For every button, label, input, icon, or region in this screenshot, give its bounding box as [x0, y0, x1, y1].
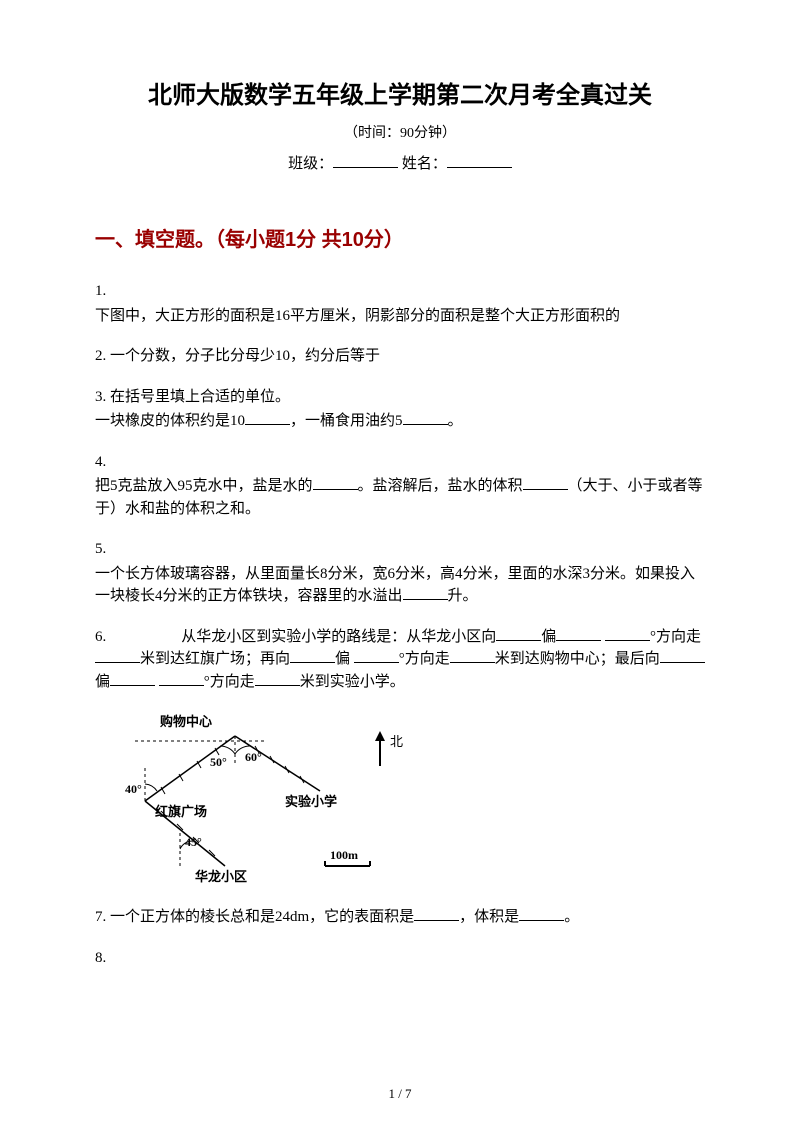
- svg-text:40°: 40°: [125, 782, 142, 796]
- q5-blank1[interactable]: [403, 586, 448, 600]
- q6-h: 偏: [95, 674, 110, 690]
- q6-f: °方向走: [399, 651, 450, 667]
- q6-blank8[interactable]: [660, 649, 705, 663]
- q5-num: 5.: [95, 538, 705, 561]
- q8-text: 8.: [95, 950, 106, 966]
- svg-text:华龙小区: 华龙小区: [195, 869, 247, 884]
- svg-text:红旗广场: 红旗广场: [155, 804, 207, 819]
- q7-c: 。: [564, 909, 579, 925]
- q7-blank1[interactable]: [414, 907, 459, 921]
- question-7: 7. 一个正方体的棱长总和是24dm，它的表面积是 ，体积是 。: [95, 906, 705, 929]
- q3-blank1[interactable]: [245, 411, 290, 425]
- q7-b: ，体积是: [459, 909, 519, 925]
- section-1-header: 一、填空题。（每小题1分 共10分）: [95, 223, 705, 252]
- form-line: 班级： 姓名：: [95, 152, 705, 173]
- q3-blank2[interactable]: [403, 411, 448, 425]
- q2-text: 2. 一个分数，分子比分母少10，约分后等于: [95, 348, 380, 364]
- question-2: 2. 一个分数，分子比分母少10，约分后等于: [95, 345, 705, 368]
- svg-text:北: 北: [390, 734, 403, 749]
- q5-a: 一个长方体玻璃容器，从里面量长8分米，宽6分米，高4分米，里面的水深3分米。如果…: [95, 566, 695, 605]
- question-1: 1. 下图中，大正方形的面积是16平方厘米，阴影部分的面积是整个大正方形面积的: [95, 280, 705, 327]
- q6-blank3[interactable]: [605, 627, 650, 641]
- q4-a: 把5克盐放入95克水中，盐是水的: [95, 478, 313, 494]
- q6-e: 偏: [335, 651, 350, 667]
- q6-blank7[interactable]: [450, 649, 495, 663]
- q4-num: 4.: [95, 451, 705, 474]
- question-4: 4. 把5克盐放入95克水中，盐是水的。盐溶解后，盐水的体积（大于、小于或者等于…: [95, 451, 705, 521]
- class-label: 班级：: [288, 156, 333, 172]
- q6-blank11[interactable]: [255, 672, 300, 686]
- q6-a: 6. 从华龙小区到实验小学的路线是：从华龙小区向: [95, 629, 496, 645]
- q6-blank2[interactable]: [556, 627, 601, 641]
- q6-blank10[interactable]: [159, 672, 204, 686]
- svg-text:45°: 45°: [185, 835, 202, 849]
- diagram-svg: 购物中心 北 50° 60° 40° 红旗广场 45° 华龙小区 实验小学 10…: [125, 711, 445, 886]
- name-label: 姓名：: [402, 156, 447, 172]
- q1-num: 1.: [95, 280, 705, 303]
- q6-blank1[interactable]: [496, 627, 541, 641]
- q5-b: 升。: [448, 588, 478, 604]
- svg-text:60°: 60°: [245, 750, 262, 764]
- q6-blank4[interactable]: [95, 649, 140, 663]
- page-title: 北师大版数学五年级上学期第二次月考全真过关: [95, 75, 705, 110]
- q7-a: 7. 一个正方体的棱长总和是24dm，它的表面积是: [95, 909, 414, 925]
- question-3: 3. 在括号里填上合适的单位。 一块橡皮的体积约是10 ，一桶食用油约5 。: [95, 386, 705, 433]
- q4-blank1[interactable]: [313, 476, 358, 490]
- name-blank[interactable]: [447, 154, 512, 168]
- q4-b: 。盐溶解后，盐水的体积: [358, 478, 523, 494]
- class-blank[interactable]: [333, 154, 398, 168]
- q6-j: 米到实验小学。: [300, 674, 405, 690]
- q1-text: 下图中，大正方形的面积是16平方厘米，阴影部分的面积是整个大正方形面积的: [95, 305, 705, 328]
- q6-g: 米到达购物中心；最后向: [495, 651, 660, 667]
- route-diagram: 购物中心 北 50° 60° 40° 红旗广场 45° 华龙小区 实验小学 10…: [125, 711, 445, 886]
- svg-text:50°: 50°: [210, 755, 227, 769]
- question-8: 8.: [95, 947, 705, 970]
- q6-blank5[interactable]: [290, 649, 335, 663]
- q7-blank2[interactable]: [519, 907, 564, 921]
- question-6: 6. 从华龙小区到实验小学的路线是：从华龙小区向偏 °方向走米到达红旗广场；再向…: [95, 626, 705, 694]
- q4-blank2[interactable]: [523, 476, 568, 490]
- q6-i: °方向走: [204, 674, 255, 690]
- q3-line2c: 。: [448, 413, 463, 429]
- q3-line2a: 一块橡皮的体积约是10: [95, 413, 245, 429]
- q6-b: 偏: [541, 629, 556, 645]
- page-number: 1 / 7: [0, 1086, 800, 1102]
- q6-blank6[interactable]: [354, 649, 399, 663]
- q3-line2b: ，一桶食用油约5: [290, 413, 403, 429]
- svg-text:实验小学: 实验小学: [285, 794, 337, 809]
- q6-blank9[interactable]: [110, 672, 155, 686]
- svg-text:购物中心: 购物中心: [160, 714, 212, 729]
- question-5: 5. 一个长方体玻璃容器，从里面量长8分米，宽6分米，高4分米，里面的水深3分米…: [95, 538, 705, 608]
- q6-c: °方向走: [650, 629, 701, 645]
- q3-line1: 3. 在括号里填上合适的单位。: [95, 386, 705, 409]
- svg-text:100m: 100m: [330, 848, 358, 862]
- subtitle: （时间：90分钟）: [95, 122, 705, 142]
- q6-d: 米到达红旗广场；再向: [140, 651, 290, 667]
